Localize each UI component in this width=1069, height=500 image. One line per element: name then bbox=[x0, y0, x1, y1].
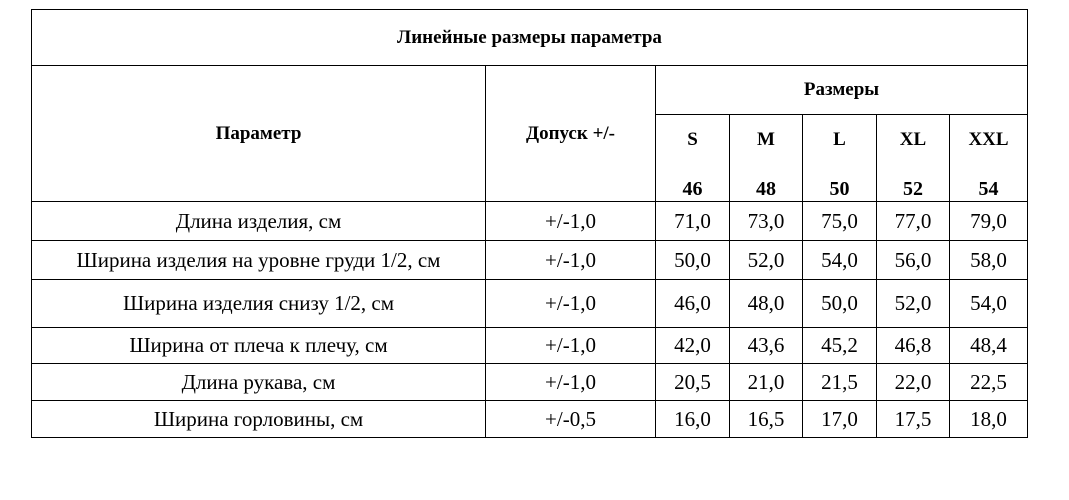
parameter-name: Ширина изделия на уровне груди 1/2, см bbox=[31, 240, 486, 280]
parameter-header: Параметр bbox=[31, 65, 486, 202]
size-value: 48,0 bbox=[729, 279, 803, 328]
size-value: 22,0 bbox=[876, 363, 950, 401]
tolerance: +/-1,0 bbox=[485, 363, 656, 401]
size-letter: L bbox=[802, 114, 877, 166]
parameter-name: Ширина горловины, см bbox=[31, 400, 486, 438]
tolerance: +/-0,5 bbox=[485, 400, 656, 438]
sizes-header: Размеры bbox=[655, 65, 1028, 115]
data-row: Ширина изделия на уровне груди 1/2, см +/… bbox=[31, 240, 1028, 280]
size-value: 52,0 bbox=[876, 279, 950, 328]
size-value: 43,6 bbox=[729, 327, 803, 364]
size-letter: XL bbox=[876, 114, 950, 166]
size-number: 46 bbox=[655, 165, 730, 202]
header-row: Параметр Допуск +/- Размеры bbox=[31, 65, 1028, 202]
size-number: 48 bbox=[729, 165, 803, 202]
size-value: 16,5 bbox=[729, 400, 803, 438]
title-row: Линейные размеры параметра bbox=[31, 9, 1028, 66]
size-value: 75,0 bbox=[802, 201, 877, 241]
size-letter: M bbox=[729, 114, 803, 166]
parameter-name: Ширина от плеча к плечу, см bbox=[31, 327, 486, 364]
tolerance: +/-1,0 bbox=[485, 201, 656, 241]
size-number: 54 bbox=[949, 165, 1028, 202]
data-row: Ширина изделия снизу 1/2, см +/-1,0 46,0 48… bbox=[31, 279, 1028, 328]
size-value: 45,2 bbox=[802, 327, 877, 364]
size-number: 50 bbox=[802, 165, 877, 202]
size-value: 17,5 bbox=[876, 400, 950, 438]
data-row: Ширина горловины, см +/-0,5 16,0 16,5 17,0 17… bbox=[31, 400, 1028, 438]
size-value: 71,0 bbox=[655, 201, 730, 241]
size-value: 21,5 bbox=[802, 363, 877, 401]
tolerance: +/-1,0 bbox=[485, 279, 656, 328]
size-value: 50,0 bbox=[802, 279, 877, 328]
table-body: Линейные размеры параметра Параметр Допу… bbox=[31, 9, 1028, 438]
size-value: 54,0 bbox=[802, 240, 877, 280]
size-value: 73,0 bbox=[729, 201, 803, 241]
size-value: 46,8 bbox=[876, 327, 950, 364]
size-value: 16,0 bbox=[655, 400, 730, 438]
table-title: Линейные размеры параметра bbox=[31, 9, 1028, 66]
tolerance: +/-1,0 bbox=[485, 327, 656, 364]
size-value: 17,0 bbox=[802, 400, 877, 438]
size-value: 54,0 bbox=[949, 279, 1028, 328]
tolerance-header: Допуск +/- bbox=[485, 65, 656, 202]
size-value: 52,0 bbox=[729, 240, 803, 280]
parameter-name: Длина изделия, см bbox=[31, 201, 486, 241]
size-value: 77,0 bbox=[876, 201, 950, 241]
size-value: 22,5 bbox=[949, 363, 1028, 401]
size-value: 46,0 bbox=[655, 279, 730, 328]
size-letter-row: S M L XL XXL bbox=[32, 114, 1028, 166]
size-letter: S bbox=[655, 114, 730, 166]
data-row: Длина изделия, см +/-1,0 71,0 73,0 75,0 77,0 7… bbox=[31, 201, 1028, 241]
parameter-name: Ширина изделия снизу 1/2, см bbox=[31, 279, 486, 328]
size-number: 52 bbox=[876, 165, 950, 202]
size-value: 21,0 bbox=[729, 363, 803, 401]
size-letter: XXL bbox=[949, 114, 1028, 166]
data-row: Длина рукава, см +/-1,0 20,5 21,0 21,5 22,0 22… bbox=[31, 363, 1028, 401]
size-value: 20,5 bbox=[655, 363, 730, 401]
size-value: 56,0 bbox=[876, 240, 950, 280]
data-row: Ширина от плеча к плечу, см +/-1,0 42,0 43,… bbox=[31, 327, 1028, 364]
parameter-name: Длина рукава, см bbox=[31, 363, 486, 401]
size-value: 50,0 bbox=[655, 240, 730, 280]
size-value: 79,0 bbox=[949, 201, 1028, 241]
size-table: Линейные размеры параметра Параметр Допу… bbox=[31, 9, 1028, 438]
size-value: 48,4 bbox=[949, 327, 1028, 364]
tolerance: +/-1,0 bbox=[485, 240, 656, 280]
size-value: 42,0 bbox=[655, 327, 730, 364]
size-value: 18,0 bbox=[949, 400, 1028, 438]
size-value: 58,0 bbox=[949, 240, 1028, 280]
